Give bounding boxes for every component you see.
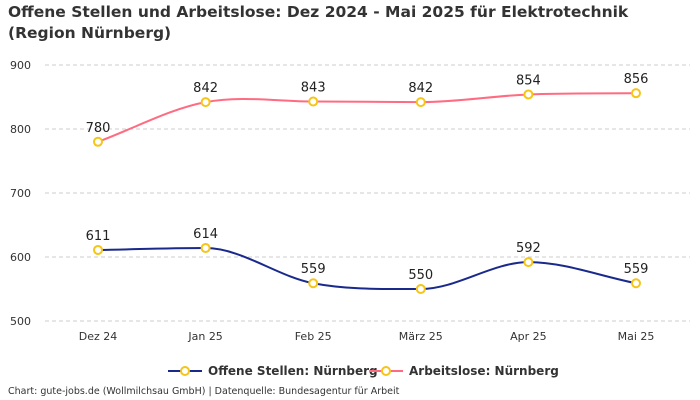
data-label: 854	[516, 73, 541, 88]
x-tick-label: März 25	[399, 330, 443, 343]
chart-credit: Chart: gute-jobs.de (Wollmilchsau GmbH) …	[8, 386, 400, 397]
data-point	[93, 244, 103, 255]
y-tick-label: 800	[10, 123, 31, 136]
data-label: 842	[193, 81, 218, 96]
y-tick-label: 500	[10, 315, 31, 328]
data-label: 780	[86, 121, 111, 136]
data-label: 614	[193, 227, 218, 242]
data-point	[631, 278, 641, 289]
series-line-0	[97, 247, 637, 291]
data-point	[200, 97, 211, 108]
legend-marker	[381, 366, 391, 376]
data-point	[415, 97, 426, 108]
data-label: 559	[624, 262, 649, 277]
legend-label: Offene Stellen: Nürnberg	[208, 364, 378, 378]
data-point	[200, 243, 211, 254]
data-label: 843	[301, 80, 326, 95]
data-label: 592	[516, 241, 541, 256]
data-point	[308, 278, 319, 289]
x-tick-label: Dez 24	[79, 330, 118, 343]
y-tick-label: 600	[10, 251, 31, 264]
data-label: 842	[408, 81, 433, 96]
data-point	[523, 257, 534, 268]
data-label: 550	[408, 268, 433, 283]
y-tick-label: 900	[10, 59, 31, 72]
x-tick-label: Mai 25	[618, 330, 655, 343]
y-tick-label: 700	[10, 187, 31, 200]
data-point	[308, 96, 319, 107]
data-point	[415, 284, 426, 294]
data-point	[631, 88, 641, 99]
data-label: 856	[624, 72, 649, 87]
legend-marker	[180, 366, 190, 376]
x-tick-label: Apr 25	[510, 330, 547, 343]
series-line-1	[97, 92, 637, 143]
data-label: 611	[86, 229, 111, 244]
x-tick-label: Jan 25	[187, 330, 222, 343]
x-tick-label: Feb 25	[295, 330, 332, 343]
data-label: 559	[301, 262, 326, 277]
chart-title: Offene Stellen und Arbeitslose: Dez 2024…	[8, 3, 629, 42]
legend-label: Arbeitslose: Nürnberg	[409, 364, 559, 378]
data-point	[93, 136, 103, 147]
data-point	[523, 89, 534, 100]
